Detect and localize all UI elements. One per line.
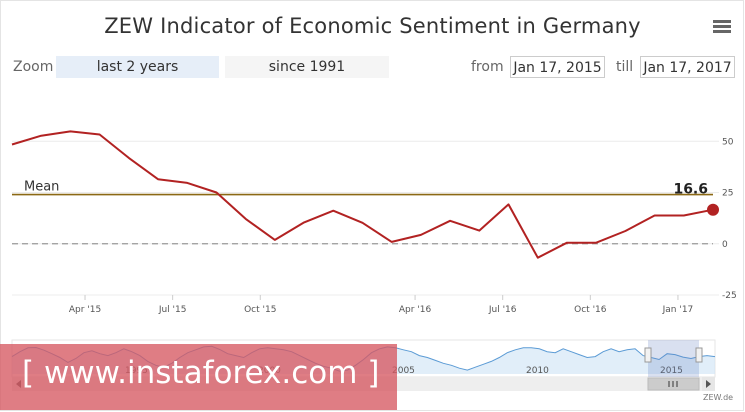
navigator-selection[interactable] [648,340,699,377]
navigator-year-label: 2010 [526,366,549,376]
arrow-right-icon [706,380,711,388]
x-tick-label: Apr '16 [399,305,432,315]
watermark-banner [0,344,397,410]
till-label: till [616,59,634,75]
zoom-label: Zoom [13,59,54,75]
till-date-input[interactable]: Jan 17, 2017 [640,56,735,78]
x-axis-ticks: Apr '15 Jul '15 Oct '15 Apr '16 Jul '16 Oct '… [69,295,693,315]
x-tick-label: Oct '16 [574,305,607,315]
navigator-year-label: 2005 [392,366,415,376]
x-tick-label: Oct '15 [244,305,276,315]
y-tick-label: 25 [722,189,733,199]
x-tick-label: Apr '15 [69,305,101,315]
y-tick-label: 50 [722,137,734,147]
watermark-text: [ www.instaforex.com ] [22,355,380,391]
last-data-point[interactable] [707,203,719,216]
navigator-year-label: 2015 [660,366,683,376]
y-axis-ticks: 50 25 0 -25 [722,137,737,301]
y-tick-label: 0 [722,240,728,250]
x-tick-label: Jul '15 [158,305,187,315]
chart-title: ZEW Indicator of Economic Sentiment in G… [104,14,641,38]
x-tick-label: Jan '17 [662,305,694,315]
scrollbar-grip-icon [668,381,678,387]
from-date-input[interactable]: Jan 17, 2015 [510,56,605,78]
y-tick-label: -25 [722,291,737,301]
credit-label: ZEW.de [703,393,734,402]
menu-icon[interactable] [713,20,731,34]
navigator-right-handle[interactable] [695,347,703,363]
zoom-last-2-years-button[interactable]: last 2 years [56,56,219,78]
zoom-since-1991-button[interactable]: since 1991 [225,56,389,78]
series-line [11,130,714,259]
mean-label: Mean [24,180,59,195]
x-tick-label: Jul '16 [488,305,517,315]
from-label: from [471,59,504,75]
last-value-label: 16.6 [673,182,708,198]
grid-layer [12,140,719,296]
navigator-left-handle[interactable] [644,347,652,363]
